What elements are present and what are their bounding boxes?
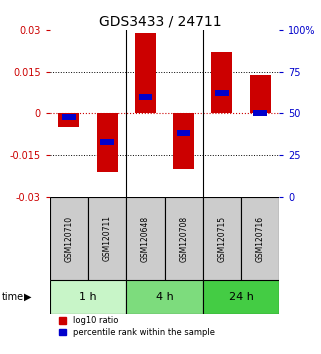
Bar: [97, 113, 118, 172]
Bar: [241, 197, 279, 280]
Bar: [88, 197, 126, 280]
Bar: [50, 280, 126, 314]
Text: GSM120711: GSM120711: [103, 216, 112, 262]
Bar: [164, 197, 203, 280]
Text: GSM120708: GSM120708: [179, 215, 188, 262]
Bar: [203, 197, 241, 280]
Bar: [126, 197, 164, 280]
Text: time: time: [2, 292, 24, 302]
Bar: [100, 139, 114, 145]
Text: GSM120716: GSM120716: [256, 215, 265, 262]
Bar: [203, 280, 279, 314]
Text: GSM120648: GSM120648: [141, 215, 150, 262]
Bar: [62, 114, 75, 120]
Text: 4 h: 4 h: [156, 292, 173, 302]
Bar: [177, 130, 190, 137]
Bar: [126, 280, 203, 314]
Bar: [58, 113, 79, 127]
Bar: [173, 113, 194, 169]
Bar: [250, 75, 271, 113]
Text: GSM120710: GSM120710: [65, 215, 74, 262]
Bar: [139, 94, 152, 100]
Text: GSM120715: GSM120715: [217, 215, 226, 262]
Text: ▶: ▶: [24, 292, 31, 302]
Text: 24 h: 24 h: [229, 292, 254, 302]
Bar: [50, 197, 88, 280]
Bar: [215, 90, 229, 97]
Bar: [135, 33, 156, 113]
Legend: log10 ratio, percentile rank within the sample: log10 ratio, percentile rank within the …: [58, 316, 215, 337]
Text: GDS3433 / 24711: GDS3433 / 24711: [99, 14, 222, 28]
Bar: [254, 110, 267, 116]
Bar: [211, 52, 232, 113]
Text: 1 h: 1 h: [79, 292, 97, 302]
